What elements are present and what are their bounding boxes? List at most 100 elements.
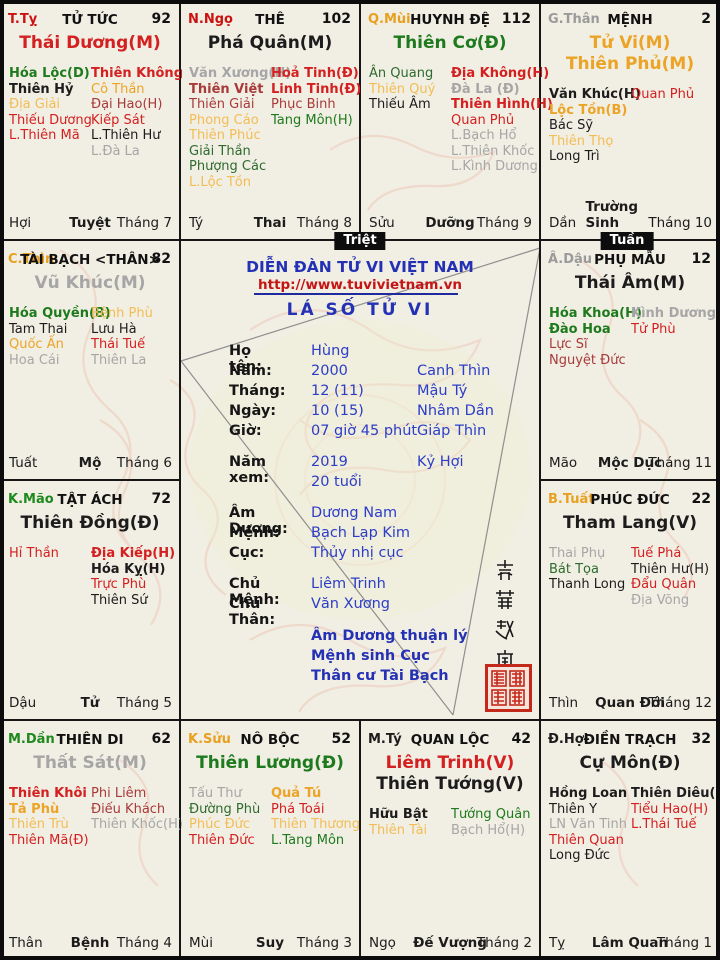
major-star: Vũ Khúc(M) — [34, 273, 146, 293]
palace-cell-huynh-de: Q.Mùi HUYNH ĐỆ 112 Thiên Cơ(Đ) Ân Quang Thiên… — [360, 0, 553, 240]
major-star: Thiên Tướng(V) — [376, 774, 524, 794]
minor-star: Thiên Tài — [369, 822, 428, 838]
palace-number: 82 — [151, 251, 171, 267]
minor-stars-right-column: Quan Phủ — [631, 87, 715, 165]
minor-star: Thiên Giải — [189, 97, 255, 112]
info-value-secondary: Kỷ Hợi — [417, 454, 464, 470]
minor-star: Thiên Khốc(H) — [91, 817, 183, 832]
minor-stars-right-column: Kình Dương(H)Tử Phù — [631, 306, 720, 368]
minor-star: Văn Xương(H) — [189, 66, 292, 81]
forum-title: DIỄN ĐÀN TỬ VI VIỆT NAM — [246, 258, 474, 276]
forum-url-link[interactable]: http://www.tuvivietnam.vn — [258, 277, 462, 293]
minor-star-columns: Ân Quang Thiên Quý Thiếu Âm Địa Không(H) Đà … — [369, 66, 553, 175]
palace-cell-thien-di: M.Dần THIÊN DI 62 Thất Sát(M) Thiên Khôi Tả P… — [0, 720, 183, 960]
major-star: Thiên Phủ(M) — [565, 54, 695, 74]
minor-star: L.Tang Môn — [271, 832, 345, 848]
palace-number: 2 — [701, 11, 711, 27]
minor-star: Tam Thai — [9, 321, 68, 337]
palace-cell-menh: G.Thân MỆNH 2 Tử Vi(M) Thiên Phủ(M) Văn Khúc(… — [540, 0, 720, 240]
month-label: Tháng 8 — [296, 215, 352, 231]
info-label: Âm Dương: — [229, 505, 288, 537]
info-label: Tháng: — [229, 383, 286, 399]
minor-star: Ân Quang — [369, 66, 434, 81]
conclusion-line: Âm Dương thuận lý — [311, 628, 468, 644]
minor-star: Bạch Hổ(H) — [451, 822, 526, 838]
minor-star: Đà La (Đ) — [451, 81, 520, 97]
center-info-panel: DIỄN ĐÀN TỬ VI VIỆT NAM http://www.tuviv… — [180, 240, 540, 720]
minor-star: L.Bạch Hổ — [451, 128, 517, 143]
earthly-branch-label: Mùi — [189, 935, 213, 951]
minor-stars-left-column: Thiên Khôi Tả Phù Thiên Trù Thiên Mã(Đ) — [9, 786, 91, 848]
minor-star: Đường Phù — [189, 801, 261, 817]
minor-stars-left-column: Văn Xương(H) Thiên Việt Thiên Giải Phong Cá… — [189, 66, 292, 190]
minor-star: Thiên Quý — [369, 81, 436, 97]
major-stars: Thiên Cơ(Đ) — [361, 33, 539, 54]
minor-stars-left-column: Hóa Khoa(H) Đào Hoa Lực Sĩ Nguyệt Đức — [549, 306, 642, 368]
life-stage-label: Trường Sinh — [585, 199, 639, 231]
info-value: Hùng — [311, 343, 350, 359]
minor-stars-right-column: Thiên Không Cô Thần Đại Hao(H) Kiếp Sát L.Th… — [91, 66, 183, 159]
minor-star: Quan Phủ — [451, 112, 515, 128]
minor-star: L.Kình Dương — [451, 159, 538, 174]
minor-star-columns: Hữu Bật Thiên Tài Tướng Quân Bạch Hổ(H) — [369, 807, 535, 838]
minor-star: Thiên Hỷ — [9, 81, 74, 97]
minor-star: Phúc Đức — [189, 817, 251, 832]
minor-stars-left-column: Hồng Loan Thiên Y LN Văn Tinh Thiên Quan Lon… — [549, 786, 631, 864]
earthly-branch-label: Tỵ — [549, 935, 566, 951]
minor-stars-right-column: Quả Tú Phá Toái Thiên Thương L.Tang Môn — [271, 786, 360, 848]
minor-star: Thiên Phúc — [189, 128, 261, 143]
palace-number: 52 — [331, 731, 351, 747]
minor-star: Văn Khúc(H) — [549, 87, 641, 102]
palace-number: 92 — [151, 11, 171, 27]
minor-star: Thái Tuế — [91, 337, 146, 352]
minor-star: Đại Hao(H) — [91, 97, 163, 112]
minor-star-columns: Hóa Khoa(H) Đào Hoa Lực Sĩ Nguyệt Đức Kình D… — [549, 306, 720, 368]
minor-star-columns: Hóa Quyền(B) Tam Thai Quốc Ấn Hoa Cái Bệnh P… — [9, 306, 175, 368]
palace-cell-phuc-duc: B.Tuất PHÚC ĐỨC 22 Tham Lang(V) Thai Phụ Bát … — [540, 480, 720, 720]
minor-star: Thiên Trù — [9, 817, 69, 832]
minor-star: Long Trì — [549, 149, 600, 164]
minor-star: Phục Binh — [271, 97, 336, 112]
earthly-branch-label: Dần — [549, 215, 577, 231]
minor-star: L.Lộc Tồn — [189, 174, 251, 190]
palace-branch-label: Q.Mùi — [368, 12, 411, 27]
minor-star: Phá Toái — [271, 801, 325, 817]
conclusion-line: Thân cư Tài Bạch — [311, 668, 449, 684]
palace-branch-label: G.Thân — [548, 12, 600, 27]
info-label: Năm: — [229, 363, 272, 379]
palace-branch-label: Đ.Hợi — [548, 732, 589, 747]
palace-cell-dien-trach: Đ.Hợi ĐIỀN TRẠCH 32 Cự Môn(Đ) Hồng Loan Thiên… — [540, 720, 720, 960]
minor-star: Thiếu Âm — [369, 97, 431, 112]
minor-star: Quốc Ấn — [9, 337, 64, 352]
palace-branch-label: T.Tỵ — [8, 12, 38, 27]
minor-stars-right-column: Địa Không(H) Đà La (Đ) Thiên Hình(H) Quan P… — [451, 66, 553, 175]
palace-number: 42 — [511, 731, 531, 747]
minor-star-columns: Văn Xương(H) Thiên Việt Thiên Giải Phong Cá… — [189, 66, 361, 190]
palace-branch-label: B.Tuất — [548, 492, 595, 507]
major-star: Thái Âm(M) — [574, 273, 686, 293]
month-label: Tháng 7 — [116, 215, 172, 231]
palace-cell-phu-mau: Â.Dậu PHỤ MẪU 12 Thái Âm(M) Hóa Khoa(H) Đào H… — [540, 240, 720, 480]
minor-stars-left-column: Ân Quang Thiên Quý Thiếu Âm — [369, 66, 451, 175]
minor-star: Thiên La — [91, 352, 147, 368]
palace-name: THIÊN DI — [56, 732, 124, 748]
minor-star: Trực Phù — [91, 577, 147, 592]
minor-star: Địa Không(H) — [451, 66, 550, 81]
minor-star: L.Thái Tuế — [631, 817, 697, 832]
minor-star: Hoả Tinh(Đ) — [271, 66, 359, 81]
red-seal-stamp — [485, 664, 532, 712]
major-star: Thái Dương(M) — [19, 33, 161, 53]
minor-star: Phượng Các — [189, 159, 267, 174]
minor-star: Cô Thần — [91, 81, 145, 97]
major-stars: Thái Âm(M) — [541, 273, 719, 294]
minor-star: Địa Kiếp(H) — [91, 546, 176, 561]
minor-star: Thai Phụ — [549, 546, 606, 561]
life-stage-label: Đế Vượng — [413, 935, 487, 951]
major-stars: Thái Dương(M) — [1, 33, 179, 54]
life-stage-label: Tử — [80, 695, 100, 711]
minor-stars-right-column: Bệnh Phù Lưu Hà Thái Tuế Thiên La — [91, 306, 175, 368]
minor-stars-left-column: Hữu Bật Thiên Tài — [369, 807, 451, 838]
palace-name: MỆNH — [607, 12, 653, 28]
month-label: Tháng 4 — [116, 935, 172, 951]
